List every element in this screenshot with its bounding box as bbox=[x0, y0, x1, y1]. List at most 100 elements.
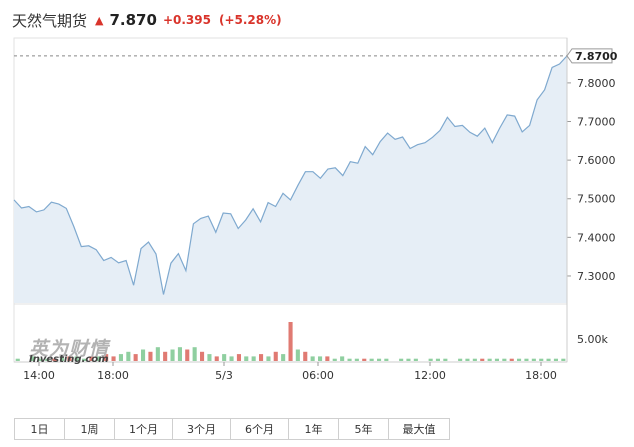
volume-bar bbox=[67, 356, 72, 361]
volume-bar bbox=[163, 351, 168, 361]
price-change: +0.395 bbox=[162, 13, 211, 27]
volume-bar bbox=[458, 358, 463, 361]
y-tick-label: 7.4000 bbox=[577, 231, 616, 244]
x-tick-label: 5/3 bbox=[215, 369, 233, 382]
volume-bar bbox=[259, 354, 264, 361]
volume-bar bbox=[133, 354, 138, 361]
x-tick-label: 06:00 bbox=[302, 369, 334, 382]
y-axis: 7.3000 7.4000 7.5000 7.6000 7.7000 7.8000 5.00… bbox=[566, 38, 616, 362]
timeframe-tabs: 1日 1周 1个月 3个月 6个月 1年 5年 最大值 bbox=[14, 418, 450, 442]
volume-bar bbox=[487, 358, 492, 361]
timeframe-tab[interactable]: 5年 bbox=[338, 418, 388, 440]
volume-bar bbox=[111, 356, 116, 361]
volume-bar bbox=[318, 356, 323, 361]
volume-bar bbox=[82, 358, 87, 361]
volume-bar bbox=[553, 358, 558, 361]
x-tick-label: 12:00 bbox=[414, 369, 446, 382]
volume-bar bbox=[465, 358, 470, 361]
watermark-cn: 英为财情 bbox=[29, 338, 110, 360]
volume-bar bbox=[517, 358, 522, 361]
volume-bars bbox=[15, 322, 566, 361]
volume-bar bbox=[303, 351, 308, 361]
x-tick-label: 18:00 bbox=[97, 369, 129, 382]
volume-bar bbox=[539, 358, 544, 361]
price-chart[interactable]: 7.3000 7.4000 7.5000 7.6000 7.7000 7.8000 5.00… bbox=[0, 0, 634, 415]
volume-tick-label: 5.00k bbox=[577, 333, 608, 346]
volume-bar bbox=[406, 358, 411, 361]
volume-bar bbox=[354, 358, 359, 361]
volume-bar bbox=[244, 356, 249, 361]
volume-bar bbox=[281, 354, 286, 361]
instrument-title[interactable]: 天然气期货 bbox=[12, 11, 88, 30]
y-tick-label: 7.7000 bbox=[577, 116, 616, 129]
volume-bar bbox=[96, 356, 101, 361]
y-tick-label: 7.6000 bbox=[577, 154, 616, 167]
last-price-marker: 7.8700 bbox=[14, 48, 618, 64]
volume-bar bbox=[288, 322, 293, 361]
price-area-fill bbox=[14, 55, 567, 304]
volume-bar bbox=[428, 358, 433, 361]
volume-bar bbox=[325, 356, 330, 361]
volume-bar bbox=[104, 354, 109, 361]
volume-bar bbox=[236, 354, 241, 361]
watermark-logo: 英为财情 Investing.com bbox=[29, 334, 110, 365]
volume-bar bbox=[170, 349, 175, 361]
watermark-en: Investing.com bbox=[29, 354, 109, 365]
volume-bar bbox=[384, 358, 389, 361]
timeframe-tab[interactable]: 1日 bbox=[14, 418, 64, 440]
up-arrow-icon: ▲ bbox=[95, 13, 104, 27]
volume-bar bbox=[561, 358, 566, 361]
volume-bar bbox=[118, 354, 123, 361]
x-axis: 14:00 18:00 5/3 06:00 12:00 18:00 bbox=[23, 362, 557, 382]
volume-bar bbox=[126, 351, 131, 361]
volume-bar bbox=[45, 358, 50, 361]
volume-bar bbox=[74, 356, 79, 361]
timeframe-tab[interactable]: 1个月 bbox=[114, 418, 172, 440]
last-price: 7.870 bbox=[109, 11, 157, 29]
volume-bar bbox=[89, 356, 94, 361]
timeframe-tab[interactable]: 6个月 bbox=[230, 418, 288, 440]
volume-bar bbox=[399, 358, 404, 361]
last-price-tag bbox=[566, 48, 613, 64]
timeframe-tab[interactable]: 1年 bbox=[288, 418, 338, 440]
volume-bar bbox=[177, 347, 182, 361]
volume-bar bbox=[30, 356, 35, 361]
volume-bar bbox=[435, 358, 440, 361]
volume-bar bbox=[59, 356, 64, 361]
volume-bar bbox=[15, 358, 20, 361]
price-change-percent: (+5.28%) bbox=[218, 13, 282, 27]
x-tick-label: 18:00 bbox=[525, 369, 557, 382]
volume-bar bbox=[347, 358, 352, 361]
volume-bar bbox=[52, 358, 57, 361]
volume-bar bbox=[480, 358, 485, 361]
volume-bar bbox=[185, 349, 190, 361]
volume-bar bbox=[214, 356, 219, 361]
volume-bar bbox=[509, 358, 514, 361]
volume-bar bbox=[332, 358, 337, 361]
last-price-label: 7.8700 bbox=[575, 50, 618, 63]
volume-bar bbox=[155, 347, 160, 361]
volume-bar bbox=[531, 358, 536, 361]
volume-bar bbox=[251, 356, 256, 361]
volume-bar bbox=[546, 358, 551, 361]
volume-bar bbox=[148, 351, 153, 361]
volume-bar bbox=[141, 349, 146, 361]
timeframe-tab[interactable]: 最大值 bbox=[388, 418, 450, 440]
volume-bar bbox=[340, 356, 345, 361]
volume-bar bbox=[472, 358, 477, 361]
x-tick-label: 14:00 bbox=[23, 369, 55, 382]
volume-bar bbox=[362, 358, 367, 361]
price-line bbox=[13, 55, 568, 295]
volume-bar bbox=[266, 356, 271, 361]
volume-bar bbox=[310, 356, 315, 361]
timeframe-tab[interactable]: 3个月 bbox=[172, 418, 230, 440]
volume-bar bbox=[207, 354, 212, 361]
quote-header: 天然气期货 ▲ 7.870 +0.395 (+5.28%) bbox=[12, 8, 282, 32]
volume-bar bbox=[377, 358, 382, 361]
volume-bar bbox=[524, 358, 529, 361]
volume-bar bbox=[443, 358, 448, 361]
volume-bar bbox=[295, 349, 300, 361]
volume-bar bbox=[369, 358, 374, 361]
timeframe-tab[interactable]: 1周 bbox=[64, 418, 114, 440]
volume-bar bbox=[494, 358, 499, 361]
